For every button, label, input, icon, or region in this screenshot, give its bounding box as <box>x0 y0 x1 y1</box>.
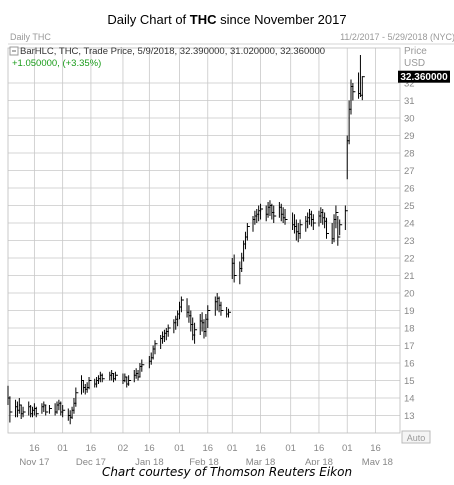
y-tick-label: 31 <box>404 96 415 107</box>
hlc-bar <box>180 296 184 313</box>
y-tick-label: 32 <box>404 79 415 90</box>
x-day-tick-label: 16 <box>29 443 40 454</box>
bar-series <box>7 55 365 425</box>
change-line: +1.050000, (+3.35%) <box>12 58 101 69</box>
x-month-label: May 18 <box>362 457 393 465</box>
hlc-bar <box>141 359 145 372</box>
x-day-tick-label: 16 <box>144 443 155 454</box>
hlc-bar <box>352 83 356 101</box>
chart-title: Daily Chart of THC since November 2017 <box>0 12 454 27</box>
x-day-tick-label: 02 <box>118 443 129 454</box>
x-axis: 16 01 16 02 16 01 16 01 16 01 16 01 16 Nov 17 Dec 17 Ja… <box>19 443 393 465</box>
hlc-bar <box>114 371 118 381</box>
hlc-bar <box>167 324 171 337</box>
y-tick-label: 13 <box>404 411 415 422</box>
y-tick-label: 20 <box>404 289 415 300</box>
y-axis: 13 14 15 16 17 18 19 20 21 22 23 24 25 26 27 28 29 30 31 32 <box>404 79 415 423</box>
auto-button-label: Auto <box>407 433 426 443</box>
hlc-bar <box>9 396 13 423</box>
y-tick-label: 25 <box>404 201 415 212</box>
x-month-label: Nov 17 <box>19 457 49 465</box>
x-month-label: Dec 17 <box>76 457 106 465</box>
hlc-bar <box>88 377 92 390</box>
title-symbol: THC <box>189 12 217 27</box>
legend-toggle-icon[interactable] <box>9 46 19 56</box>
hlc-bar <box>361 76 365 101</box>
y-tick-label: 19 <box>404 306 415 317</box>
y-tick-label: 27 <box>404 166 415 177</box>
chart-label: Daily THC <box>10 32 51 42</box>
y-tick-label: 16 <box>404 359 415 370</box>
x-day-tick-label: 01 <box>285 443 296 454</box>
hlc-bar <box>62 405 66 418</box>
x-day-tick-label: 01 <box>342 443 353 454</box>
x-day-tick-label: 16 <box>370 443 381 454</box>
plot-frame <box>7 47 401 434</box>
x-day-tick-label: 16 <box>255 443 266 454</box>
auto-scale-button[interactable]: Auto <box>401 430 431 444</box>
chart-credit: Chart courtesy of Thomson Reuters Eikon <box>101 465 353 479</box>
x-day-tick-label: 16 <box>86 443 97 454</box>
hlc-bar <box>220 301 224 316</box>
price-chart[interactable]: 13 14 15 16 17 18 19 20 21 22 23 24 25 26 27 28 29 30 31 32… <box>0 0 454 465</box>
y-tick-label: 21 <box>404 271 415 282</box>
legend-line: BarHLC, THC, Trade Price, 5/9/2018, 32.3… <box>20 46 325 57</box>
hlc-bar <box>128 375 132 386</box>
title-suffix: since November 2017 <box>216 12 347 27</box>
title-prefix: Daily Chart of <box>107 12 190 27</box>
hlc-bar <box>35 406 39 418</box>
x-day-tick-label: 01 <box>227 443 238 454</box>
last-price-value: 32.360000 <box>400 72 448 83</box>
x-month-label: Feb 18 <box>189 457 219 465</box>
hlc-bar <box>299 219 303 239</box>
hlc-bar <box>339 219 343 236</box>
hlc-bar <box>260 203 264 220</box>
x-day-tick-label: 16 <box>202 443 213 454</box>
hlc-bar <box>207 305 211 328</box>
hlc-bar <box>194 322 198 344</box>
y-tick-label: 14 <box>404 394 415 405</box>
y-tick-label: 15 <box>404 376 415 387</box>
last-price-tag: 32.360000 <box>398 70 450 83</box>
hlc-bar <box>284 209 288 225</box>
x-month-label: Jan 18 <box>135 457 164 465</box>
y-tick-label: 28 <box>404 149 415 160</box>
y-tick-label: 17 <box>404 341 415 352</box>
x-day-tick-label: 01 <box>174 443 185 454</box>
hlc-bar <box>228 308 231 318</box>
y-tick-label: 22 <box>404 254 415 265</box>
hlc-bar <box>335 205 339 229</box>
x-day-tick-label: 16 <box>314 443 325 454</box>
x-month-label: Mar 18 <box>246 457 276 465</box>
y-tick-label: 30 <box>404 114 415 125</box>
hlc-bar <box>101 373 105 383</box>
hlc-bar <box>273 205 277 223</box>
hlc-bar <box>45 405 49 416</box>
hlc-bar <box>326 217 329 239</box>
date-range-label: 11/2/2017 - 5/29/2018 (NYC) <box>340 32 454 42</box>
y-tick-label: 23 <box>404 236 415 247</box>
hlc-bar <box>48 405 52 414</box>
hlc-bar <box>337 216 341 246</box>
y-tick-label: 18 <box>404 324 415 335</box>
hlc-bar <box>22 406 26 418</box>
y-tick-label: 29 <box>404 131 415 142</box>
x-month-label: Apr 18 <box>305 457 333 465</box>
hlc-bar <box>75 387 79 407</box>
hlc-bar <box>246 223 250 241</box>
y-tick-label: 26 <box>404 184 415 195</box>
hlc-bar <box>312 214 316 230</box>
hlc-bar <box>154 340 158 355</box>
hlc-bar <box>344 205 348 230</box>
hlc-bar <box>233 254 237 283</box>
currency-label: USD <box>404 58 425 69</box>
price-label: Price <box>404 46 427 57</box>
x-day-tick-label: 01 <box>57 443 68 454</box>
y-tick-label: 24 <box>404 219 415 230</box>
legend: BarHLC, THC, Trade Price, 5/9/2018, 32.3… <box>9 46 325 69</box>
